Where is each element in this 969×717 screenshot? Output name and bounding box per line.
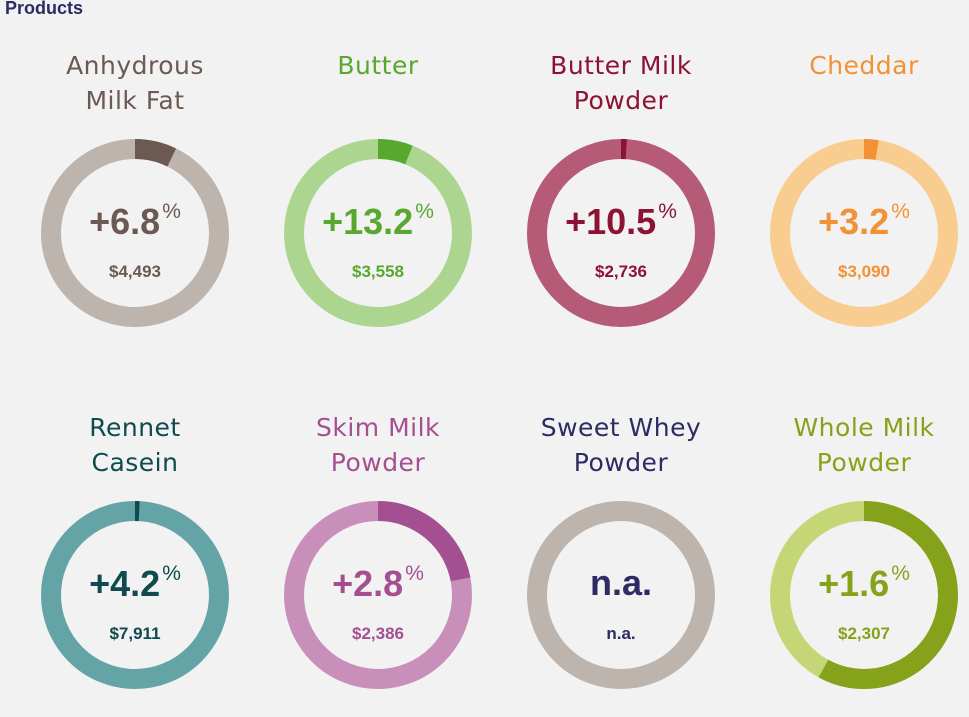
change-number: +10.5 [565, 201, 657, 242]
percent-sign: % [162, 200, 181, 223]
product-name-line: Butter [337, 51, 419, 80]
change-value: +6.8% [14, 200, 256, 243]
product-name-line: Powder [573, 448, 669, 477]
change-value: +2.8% [257, 562, 499, 605]
product-card: Anhydrous Milk Fat +6.8% $4,493 [14, 0, 256, 330]
change-number: +13.2 [322, 201, 414, 242]
product-name-line: Cheddar [809, 51, 919, 80]
product-name: Butter [257, 48, 499, 83]
product-card: Skim Milk Powder +2.8% $2,386 [257, 362, 499, 692]
change-number: n.a. [589, 562, 652, 603]
product-name-line: Powder [573, 86, 669, 115]
donut-segment [284, 501, 472, 689]
product-name: Cheddar [743, 48, 969, 83]
product-card: Whole Milk Powder +1.6% $2,307 [743, 362, 969, 692]
product-name-line: Powder [330, 448, 426, 477]
donut-chart [41, 501, 229, 689]
donut-chart [284, 139, 472, 327]
price-value: $2,386 [352, 624, 404, 643]
products-header: Products [5, 0, 84, 18]
price-value: $2,307 [838, 624, 890, 643]
product-name-line: Butter Milk [550, 51, 692, 80]
donut-chart [770, 501, 958, 689]
price-value: $3,090 [838, 262, 890, 281]
donut-segment [527, 139, 715, 327]
product-name-line: Skim Milk [315, 413, 441, 442]
change-value: +3.2% [743, 200, 969, 243]
price-value: $7,911 [109, 624, 161, 643]
price-value: n.a. [606, 624, 636, 643]
donut-segment [41, 139, 229, 327]
change-number: +4.2 [89, 563, 161, 604]
product-name: Butter Milk Powder [500, 48, 742, 118]
change-value: +1.6% [743, 562, 969, 605]
change-value: +13.2% [257, 200, 499, 243]
product-name-line: Milk Fat [85, 86, 185, 115]
donut-chart [41, 139, 229, 327]
percent-sign: % [415, 200, 434, 223]
change-number: +6.8 [89, 201, 161, 242]
product-name: Anhydrous Milk Fat [14, 48, 256, 118]
percent-sign: % [162, 562, 181, 585]
product-card: Butter +13.2% $3,558 [257, 0, 499, 330]
donut-chart [527, 501, 715, 689]
product-card: Butter Milk Powder +10.5% $2,736 [500, 0, 742, 330]
donut-track [527, 501, 715, 689]
product-name: Skim Milk Powder [257, 410, 499, 480]
donut-segment [41, 501, 229, 689]
donut-segment [770, 501, 958, 689]
product-name-line: Powder [816, 448, 912, 477]
change-value: +4.2% [14, 562, 256, 605]
percent-sign: % [405, 562, 424, 585]
donut-chart [284, 501, 472, 689]
price-value: $4,493 [109, 262, 161, 281]
product-card: Sweet Whey Powder n.a. n.a. [500, 362, 742, 692]
change-number: +2.8 [332, 563, 404, 604]
price-value: $3,558 [352, 262, 404, 281]
donut-segment [284, 139, 472, 327]
donut-segment [770, 139, 958, 327]
change-value: n.a. [500, 562, 742, 604]
product-name: Whole Milk Powder [743, 410, 969, 480]
price-value: $2,736 [595, 262, 647, 281]
change-value: +10.5% [500, 200, 742, 243]
percent-sign: % [658, 200, 677, 223]
product-name-line: Sweet Whey [540, 413, 702, 442]
change-number: +1.6 [818, 563, 890, 604]
percent-sign: % [891, 562, 910, 585]
product-name: Sweet Whey Powder [500, 410, 742, 480]
donut-chart [527, 139, 715, 327]
product-card: Cheddar +3.2% $3,090 [743, 0, 969, 330]
change-number: +3.2 [818, 201, 890, 242]
product-name-line: Anhydrous [66, 51, 204, 80]
product-name: Rennet Casein [14, 410, 256, 480]
percent-sign: % [891, 200, 910, 223]
donut-chart [770, 139, 958, 327]
product-name-line: Whole Milk [793, 413, 935, 442]
product-name-line: Casein [91, 448, 179, 477]
product-name-line: Rennet [89, 413, 181, 442]
product-card: Rennet Casein +4.2% $7,911 [14, 362, 256, 692]
